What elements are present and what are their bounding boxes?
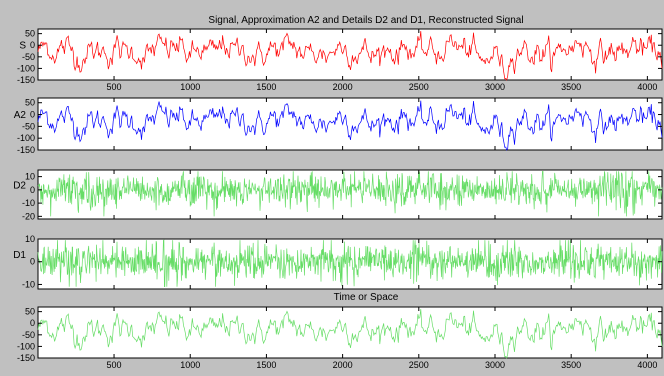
series-line [37, 309, 663, 359]
y-tick-label: -150 [17, 145, 35, 155]
x-tick-label: 2000 [333, 82, 353, 92]
x-tick-label: 2000 [333, 360, 353, 370]
y-tick-label: -50 [22, 52, 35, 62]
x-tick-label: 1000 [180, 360, 200, 370]
y-tick-label: -10 [22, 279, 35, 289]
series-line [37, 100, 663, 151]
x-axis-label: Time or Space [334, 292, 399, 303]
x-tick-label: 2500 [409, 82, 429, 92]
x-tick-label: 500 [107, 360, 122, 370]
y-tick-label: -100 [17, 63, 35, 73]
axes-panel-1: 500 -50-100 -150 500 1000 1500 2000 2500 3000 350… [17, 28, 663, 92]
figure-title: Signal, Approximation A2 and Details D2 … [208, 15, 523, 26]
x-tick-label: 4000 [637, 82, 657, 92]
x-tick-label: 3500 [561, 82, 581, 92]
y-tick-label: 10 [25, 234, 35, 244]
y-tick-label: -50 [22, 121, 35, 131]
y-tick-label: 0 [30, 110, 35, 120]
x-tick-label: 4000 [637, 360, 657, 370]
y-tick-label: 0 [30, 257, 35, 267]
x-tick-label: 1500 [256, 82, 276, 92]
axes-panel-5: 500 -50-100 -150 500 1000 1500 2000 2500 3000 350… [17, 306, 663, 370]
y-tick-label: -10 [22, 198, 35, 208]
y-tick-label: 0 [30, 185, 35, 195]
y-axis-label: D1 [13, 250, 26, 261]
x-tick-label: 3000 [485, 360, 505, 370]
x-tick-label: 1000 [180, 82, 200, 92]
y-tick-label: 50 [25, 307, 35, 317]
axes-panel-4: 10 0 -10 D1 [13, 234, 663, 290]
axes-frame [37, 28, 663, 81]
axes-panel-2: 50 0-50 -100 -150 A2 [14, 97, 663, 155]
y-tick-label: -150 [17, 75, 35, 85]
series-line [37, 170, 663, 217]
series-line [37, 31, 663, 81]
x-tick-label: 3000 [485, 82, 505, 92]
axes-panel-3: 10 0 -10 -20 D2 [13, 169, 663, 221]
y-tick-label: -100 [17, 341, 35, 351]
x-tick-label: 3500 [561, 360, 581, 370]
axes-frame [37, 306, 663, 359]
y-tick-label: 10 [25, 172, 35, 182]
y-tick-label: -150 [17, 353, 35, 363]
y-axis-label: S [19, 40, 26, 51]
x-tick-label: 500 [107, 82, 122, 92]
y-tick-label: -100 [17, 133, 35, 143]
y-tick-label: 50 [25, 98, 35, 108]
y-tick-label: 50 [25, 29, 35, 39]
y-tick-label: -50 [22, 330, 35, 340]
axes-frame [37, 97, 663, 151]
y-tick-label: -20 [22, 211, 35, 221]
x-tick-label: 2500 [409, 360, 429, 370]
y-tick-label: 0 [30, 40, 35, 50]
series-line [37, 239, 663, 288]
y-tick-label: 0 [30, 318, 35, 328]
x-tick-label: 1500 [256, 360, 276, 370]
y-axis-label: D2 [13, 181, 26, 192]
y-axis-label: A2 [14, 110, 27, 121]
